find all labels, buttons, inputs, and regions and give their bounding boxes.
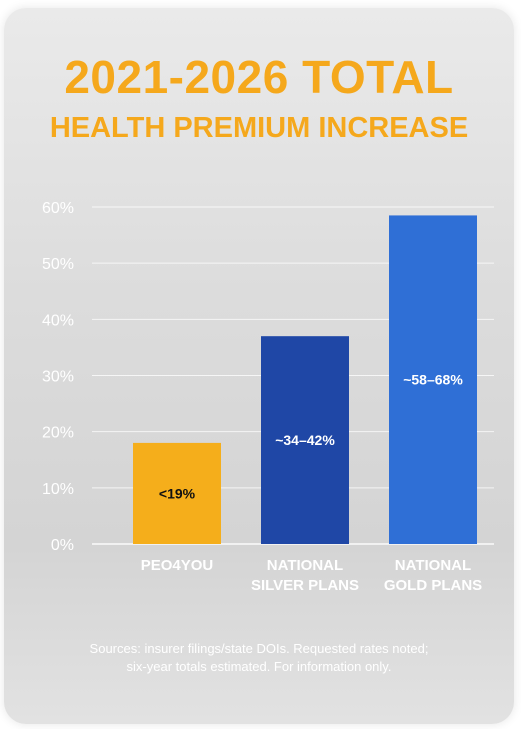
chart-card: 2021-2026 TOTAL HEALTH PREMIUM INCREASE …	[4, 8, 514, 724]
bar	[261, 336, 349, 544]
y-tick-label: 0%	[51, 537, 74, 554]
chart-title: 2021-2026 TOTAL	[64, 51, 454, 103]
bar	[389, 215, 477, 545]
category-label: PEO4YOU	[141, 557, 214, 574]
y-tick-label: 20%	[42, 425, 74, 442]
data-label: <19%	[159, 485, 196, 501]
y-tick-label: 40%	[42, 312, 74, 329]
chart-subtitle: HEALTH PREMIUM INCREASE	[49, 112, 469, 144]
y-tick-label: 60%	[42, 200, 74, 217]
y-tick-label: 30%	[42, 369, 74, 386]
source-note: Sources: insurer filings/state DOIs. Req…	[89, 641, 429, 674]
y-tick-label: 10%	[42, 481, 74, 498]
bar	[133, 442, 221, 544]
category-label: NATIONAL GOLD PLANS	[384, 557, 482, 594]
data-label: ~34–42%	[275, 432, 335, 448]
bar-chart: 0% 10% 20% 30% 40% 50% 60% <19% PEO4YOU ~34–42% NA…	[42, 200, 494, 594]
category-label: NATIONAL SILVER PLANS	[251, 557, 359, 594]
y-tick-label: 50%	[42, 256, 74, 273]
data-label: ~58–68%	[403, 372, 463, 388]
